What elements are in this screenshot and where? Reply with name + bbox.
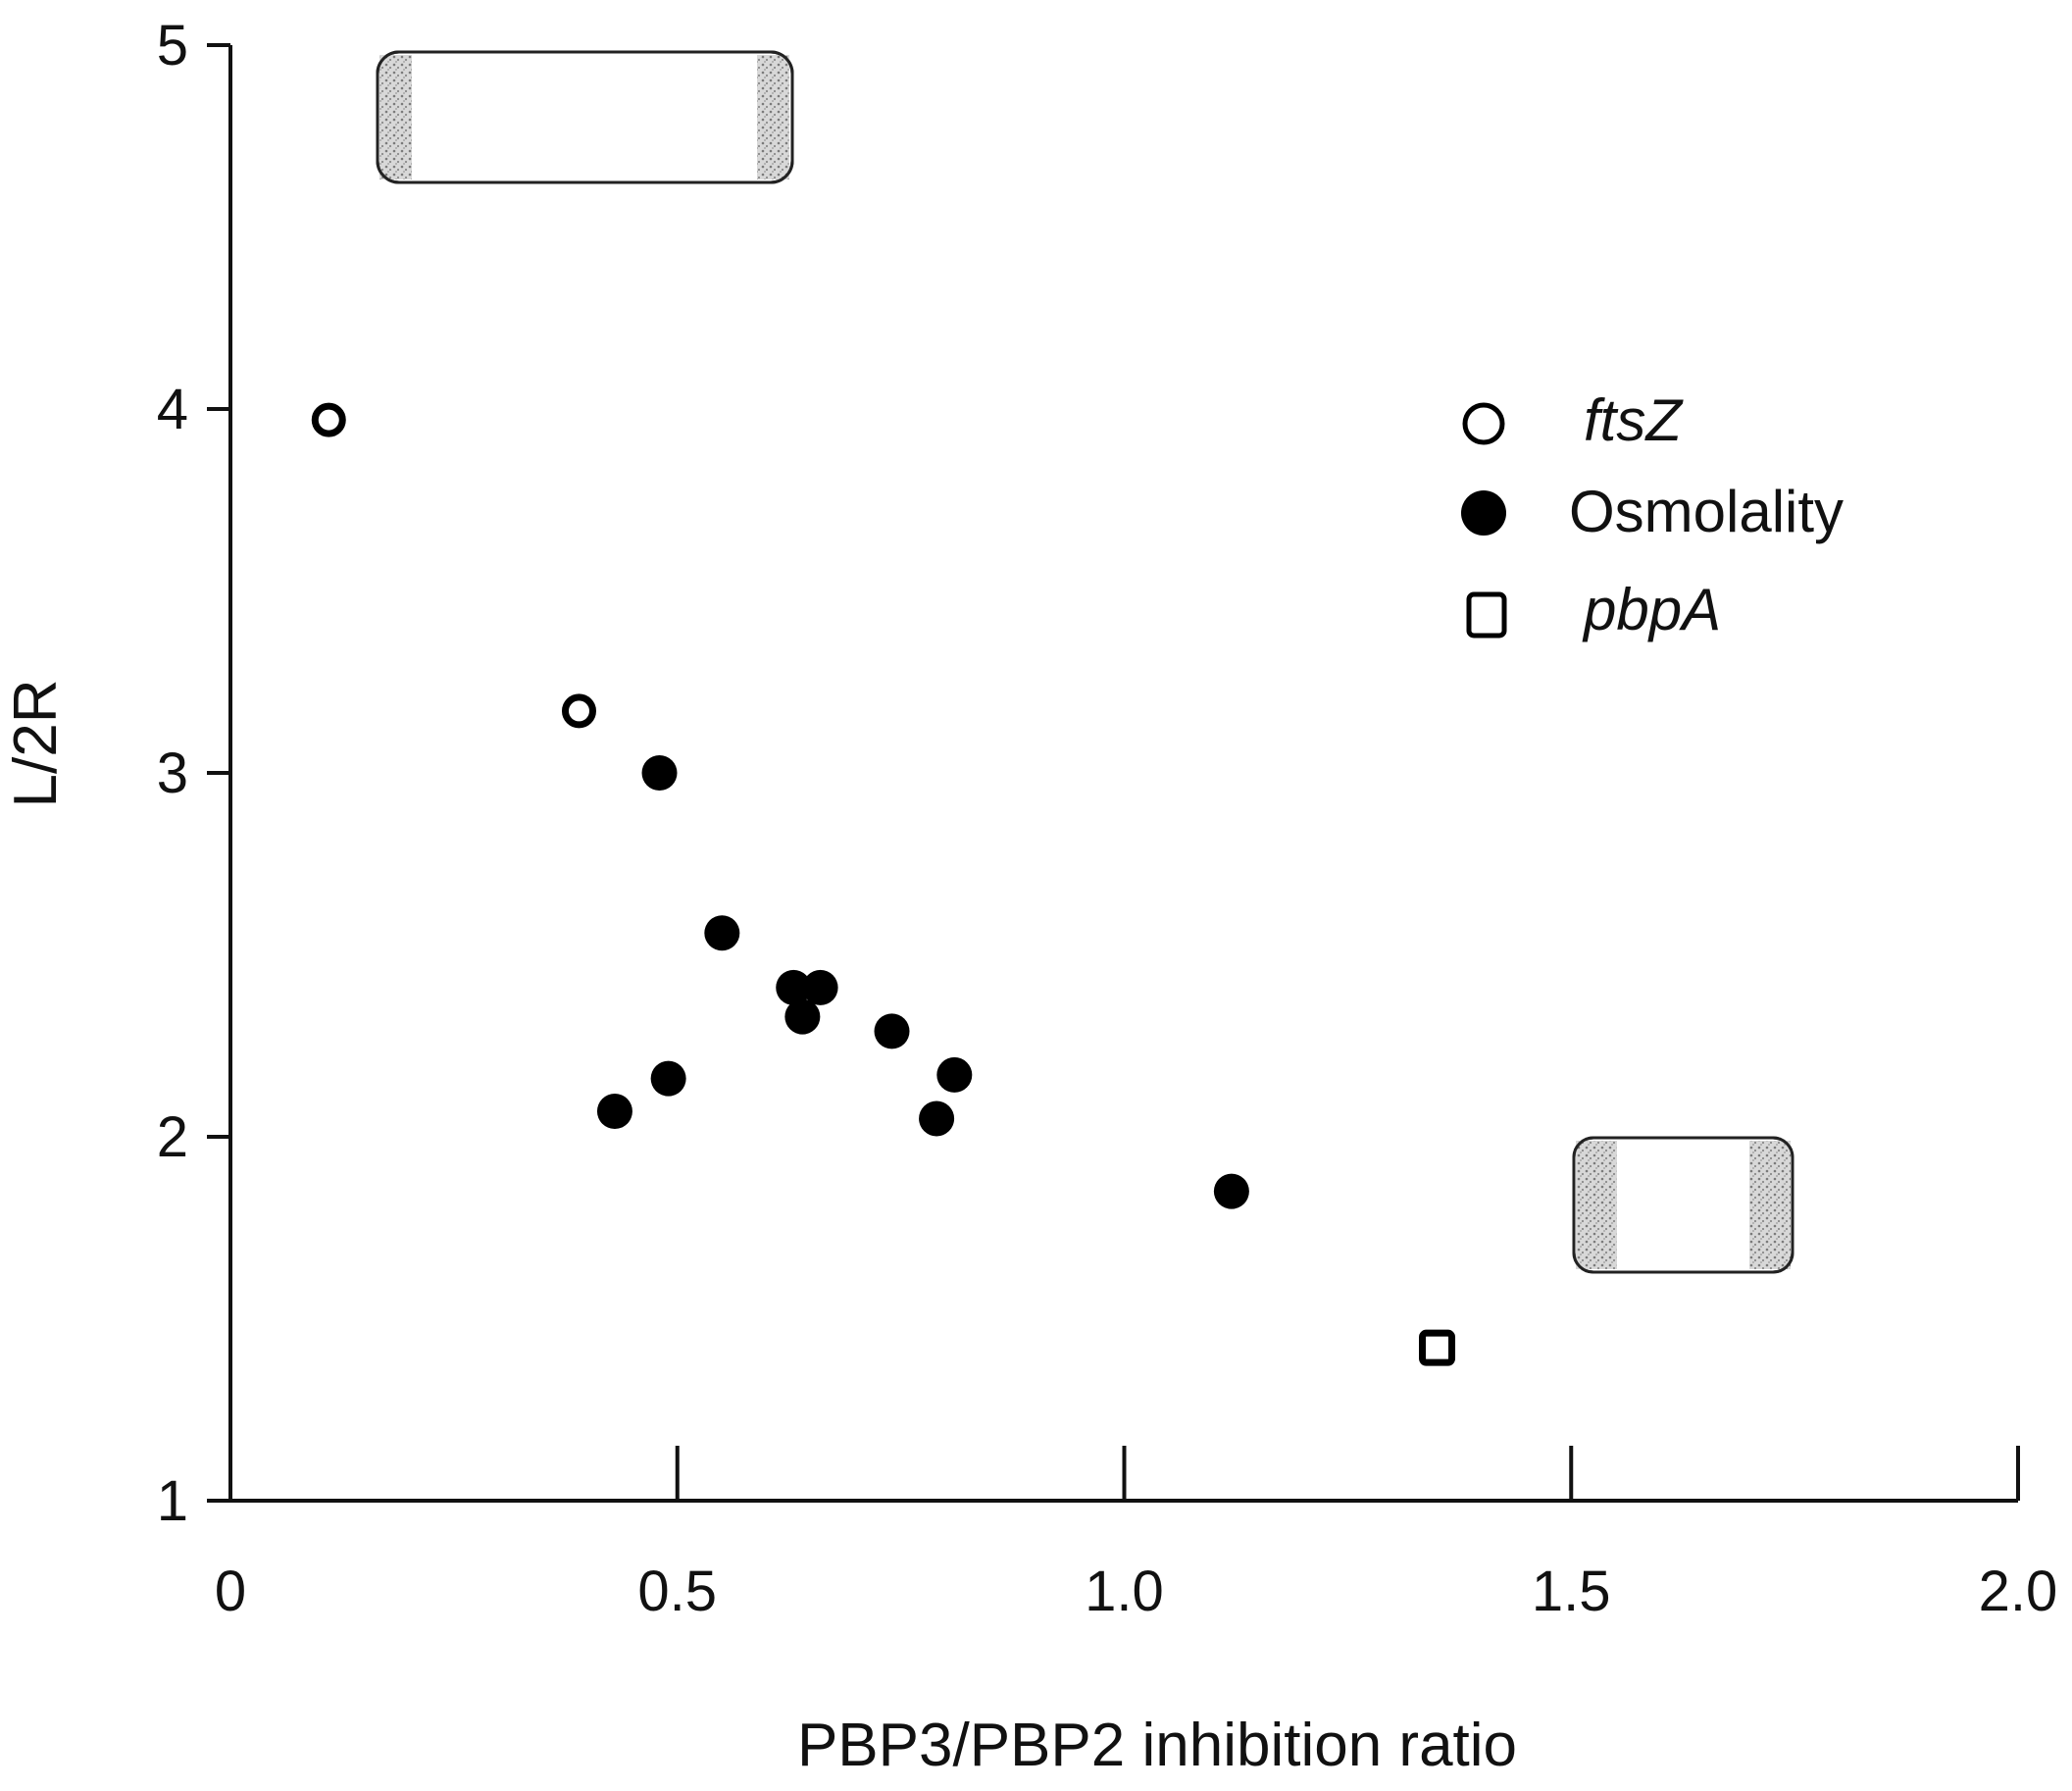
y-tick-label: 5 [157, 14, 188, 77]
cell-illustration-long [376, 50, 794, 184]
x-tick-label: 0.5 [637, 1560, 717, 1623]
osmolality-point [596, 1094, 632, 1130]
y-tick-label: 1 [157, 1469, 188, 1533]
short-cell-right-pole [1749, 1141, 1791, 1269]
osmolality-point [874, 1013, 910, 1049]
legend-pbpa-marker-icon [1466, 591, 1507, 639]
legend-ftsz-marker-icon [1462, 402, 1505, 445]
y-axis-ticks: 1 2 3 4 5 [157, 14, 230, 1533]
osmolality-point [802, 969, 838, 1005]
x-tick-label: 1.0 [1085, 1560, 1164, 1623]
y-tick-label: 4 [157, 378, 188, 441]
x-axis-title: PBP3/PBP2 inhibition ratio [797, 1712, 1517, 1779]
legend-ftsz-label: ftsZ [1584, 387, 1684, 453]
legend-osmolality-label: Osmolality [1569, 479, 1844, 544]
ftsz-point [561, 693, 596, 729]
x-tick-label: 2.0 [1979, 1560, 2058, 1623]
osmolality-point [919, 1100, 955, 1137]
long-cell-right-pole [757, 55, 789, 179]
long-cell-body [376, 50, 794, 184]
short-cell-left-pole [1576, 1141, 1617, 1269]
osmolality-point [776, 969, 812, 1005]
osmolality-point [784, 998, 821, 1035]
y-tick-label: 3 [157, 742, 188, 805]
osmolality-point [650, 1060, 686, 1097]
osmolality-point [1213, 1173, 1249, 1209]
osmolality-point [704, 915, 740, 951]
x-tick-label: 0 [215, 1560, 246, 1623]
y-tick-label: 2 [157, 1105, 188, 1169]
cell-illustration-short [1572, 1136, 1794, 1274]
x-tick-label: 1.5 [1532, 1560, 1611, 1623]
osmolality-point [641, 755, 678, 791]
x-axis-ticks: 0 0.5 1.0 1.5 2.0 [215, 1446, 2057, 1623]
pbpa-point [1419, 1329, 1456, 1366]
data-points [311, 402, 1456, 1366]
legend-pbpa-label: pbpA [1582, 577, 1721, 642]
y-axis-title: L/2R [2, 680, 70, 808]
long-cell-left-pole [379, 55, 412, 179]
osmolality-point [936, 1056, 973, 1093]
plot-area: 1 2 3 4 5 0 0.5 1.0 1.5 2.0 [157, 14, 2058, 1623]
legend-osmolality-marker-icon [1461, 490, 1506, 536]
legend: ftsZ Osmolality pbpA [1461, 387, 1844, 642]
ftsz-point [311, 402, 346, 437]
